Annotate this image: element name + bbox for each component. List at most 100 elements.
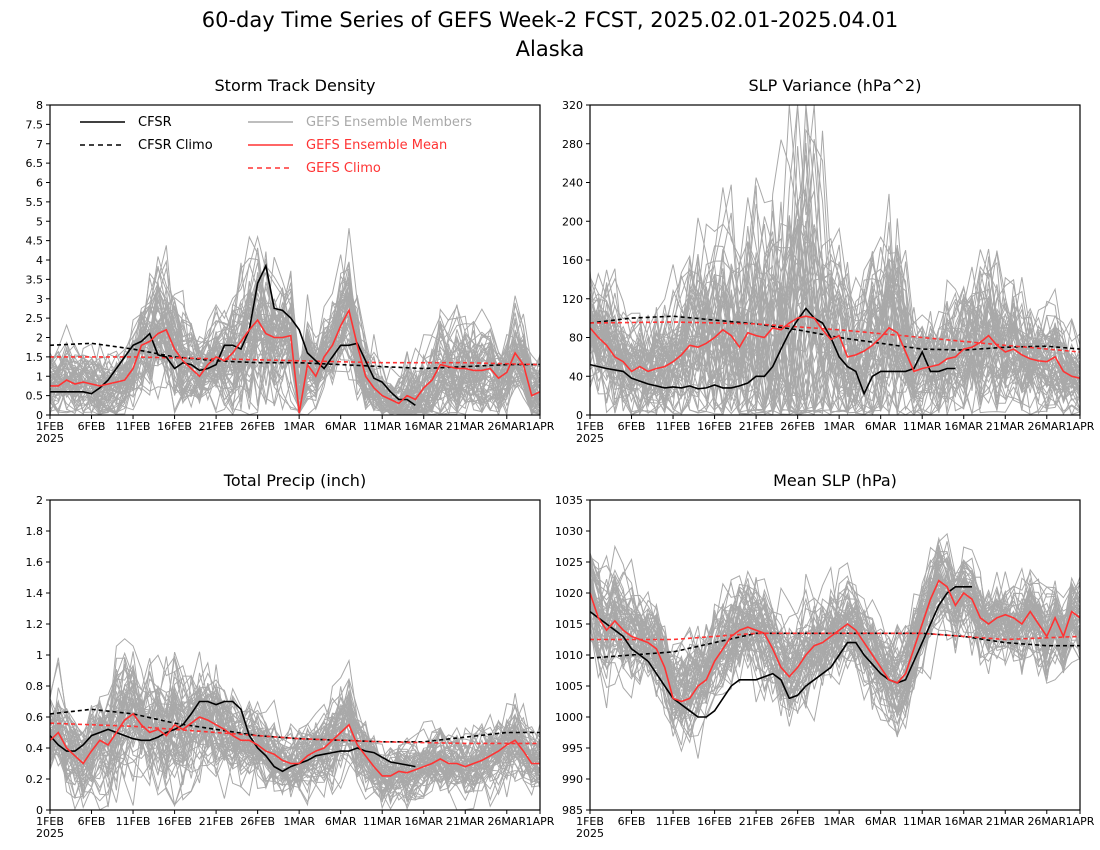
y-tick-label: 0.2: [26, 773, 44, 786]
x-tick-label: 26FEB: [780, 420, 815, 433]
legend: CFSR CFSR Climo GEFS Ensemble Members GE…: [80, 115, 472, 176]
y-tick-label: 1020: [555, 587, 583, 600]
plot-area: [590, 105, 1080, 415]
y-tick-label: 0.6: [26, 711, 44, 724]
series-line-gefs-ensemble-mean: [590, 579, 1080, 703]
x-tick-label: 6MAR: [865, 815, 897, 828]
ensemble-member-line: [50, 683, 540, 789]
y-tick-label: 3.5: [26, 273, 44, 286]
x-tick-label: 26FEB: [240, 815, 275, 828]
ensemble-member-line: [590, 105, 1080, 415]
series-line-gefs-climo: [50, 356, 540, 366]
x-tick-label: 1FEB: [576, 420, 604, 433]
series-line-gefs-climo: [590, 321, 1080, 353]
series-line-gefs-climo: [50, 722, 540, 745]
x-tick-label: 1APR: [1066, 420, 1095, 433]
legend-label-members: GEFS Ensemble Members: [306, 115, 472, 130]
figure-title: 60-day Time Series of GEFS Week-2 FCST, …: [202, 8, 899, 32]
x-tick-label: 1FEB: [36, 815, 64, 828]
x-tick-label: 21MAR: [446, 420, 485, 433]
ensemble-member-line: [590, 544, 1080, 702]
ensemble-member-line: [590, 557, 1080, 705]
ensemble-member-line: [50, 638, 540, 784]
x-tick-label: 11FEB: [116, 815, 151, 828]
ensemble-member-line: [590, 105, 1080, 412]
x-tick-label: 21FEB: [739, 815, 774, 828]
y-tick-label: 985: [562, 804, 583, 817]
y-tick-label: 5: [36, 215, 43, 228]
y-tick-label: 1.4: [26, 587, 44, 600]
y-tick-label: 120: [562, 293, 583, 306]
ensemble-member-line: [590, 212, 1080, 415]
x-tick-label: 11MAR: [363, 815, 402, 828]
panel-title: Mean SLP (hPa): [773, 471, 897, 490]
x-year-label: 2025: [36, 827, 64, 840]
y-tick-label: 200: [562, 215, 583, 228]
y-tick-label: 990: [562, 773, 583, 786]
y-tick-label: 0: [576, 409, 583, 422]
x-tick-label: 11FEB: [656, 815, 691, 828]
x-tick-label: 11MAR: [903, 420, 942, 433]
legend-label-mean: GEFS Ensemble Mean: [306, 138, 447, 153]
y-tick-label: 8: [36, 99, 43, 112]
ensemble-member-line: [50, 685, 540, 796]
panel-title: Total Precip (inch): [223, 471, 366, 490]
x-tick-label: 16FEB: [697, 420, 732, 433]
ensemble-member-line: [590, 253, 1080, 401]
x-tick-label: 16MAR: [404, 815, 443, 828]
series-line-cfsr: [50, 700, 416, 773]
x-tick-label: 6MAR: [325, 815, 357, 828]
x-tick-label: 1FEB: [576, 815, 604, 828]
slp-variance-panel: SLP Variance (hPa^2) 0 40 80 120 160 200 240 28…: [562, 76, 1095, 445]
x-tick-label: 21MAR: [986, 815, 1025, 828]
x-tick-label: 26FEB: [240, 420, 275, 433]
ensemble-member-line: [590, 191, 1080, 414]
y-tick-label: 1: [36, 649, 43, 662]
y-tick-label: 1.8: [26, 525, 44, 538]
x-tick-label: 1APR: [526, 420, 555, 433]
ensemble-member-line: [590, 572, 1080, 725]
ensemble-member-line: [50, 234, 540, 415]
ensemble-member-line: [590, 187, 1080, 409]
ensemble-member-line: [50, 696, 540, 797]
y-tick-label: 1010: [555, 649, 583, 662]
y-tick-label: 80: [569, 332, 583, 345]
total-precip-panel: Total Precip (inch) 0 0.2 0.4 0.6 0.8 1 1.2 1.4…: [26, 471, 555, 840]
x-tick-label: 11MAR: [903, 815, 942, 828]
x-tick-label: 6FEB: [78, 815, 106, 828]
series-line-cfsr: [590, 307, 956, 396]
y-tick-label: 2: [36, 332, 43, 345]
series-line-gefs-ensemble-mean: [50, 712, 540, 777]
y-tick-label: 2: [36, 494, 43, 507]
y-tick-label: 320: [562, 99, 583, 112]
x-tick-label: 1MAR: [823, 420, 855, 433]
x-tick-label: 16MAR: [944, 815, 983, 828]
x-tick-label: 6MAR: [865, 420, 897, 433]
x-tick-label: 1MAR: [283, 420, 315, 433]
x-tick-label: 11FEB: [116, 420, 151, 433]
ensemble-member-line: [590, 558, 1080, 703]
panel-title: Storm Track Density: [215, 76, 376, 95]
series-line-cfsr: [590, 585, 972, 718]
y-tick-label: 1.5: [26, 351, 44, 364]
x-year-label: 2025: [576, 432, 604, 445]
x-tick-label: 16MAR: [404, 420, 443, 433]
ensemble-member-line: [50, 658, 540, 793]
y-tick-label: 7.5: [26, 118, 44, 131]
series-line-gefs-ensemble-mean: [50, 308, 540, 414]
series-line-gefs-climo: [590, 632, 1080, 641]
x-tick-label: 11FEB: [656, 420, 691, 433]
ensemble-member-line: [590, 237, 1080, 415]
y-tick-label: 0.4: [26, 742, 44, 755]
x-tick-label: 26MAR: [487, 420, 526, 433]
y-tick-label: 6.5: [26, 157, 44, 170]
x-tick-label: 6MAR: [325, 420, 357, 433]
x-tick-label: 21FEB: [199, 815, 234, 828]
ensemble-member-line: [50, 256, 540, 415]
x-year-label: 2025: [576, 827, 604, 840]
y-tick-label: 240: [562, 177, 583, 190]
y-tick-label: 995: [562, 742, 583, 755]
x-tick-label: 21FEB: [199, 420, 234, 433]
storm-track-density-panel: Storm Track Density 0 0.5 1 1.5 2 2.5 3 3.5 4 4.5…: [26, 76, 555, 445]
